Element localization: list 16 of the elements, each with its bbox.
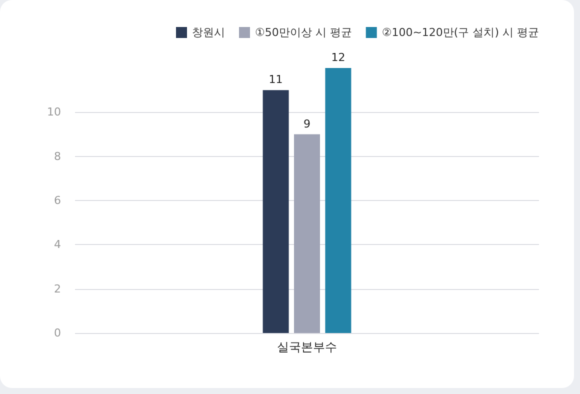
legend-label: ②100~120만(구 설치) 시 평균 xyxy=(382,26,540,39)
y-tick-label: 10 xyxy=(47,106,61,119)
x-tick-label: 실국본부수 xyxy=(277,340,337,354)
y-tick-label: 0 xyxy=(54,326,61,340)
legend-label: 창원시 xyxy=(192,26,226,39)
y-tick-label: 6 xyxy=(54,194,61,207)
legend-label: ①50만이상 시 평균 xyxy=(255,26,352,39)
y-tick-label: 2 xyxy=(54,282,61,296)
bar xyxy=(325,68,352,333)
data-label: 9 xyxy=(304,117,310,130)
data-label: 12 xyxy=(331,51,346,64)
bar xyxy=(294,134,320,333)
data-label: 11 xyxy=(268,73,283,86)
y-tick-label: 4 xyxy=(54,238,61,252)
y-tick-label: 8 xyxy=(54,150,61,163)
bar xyxy=(262,90,289,333)
